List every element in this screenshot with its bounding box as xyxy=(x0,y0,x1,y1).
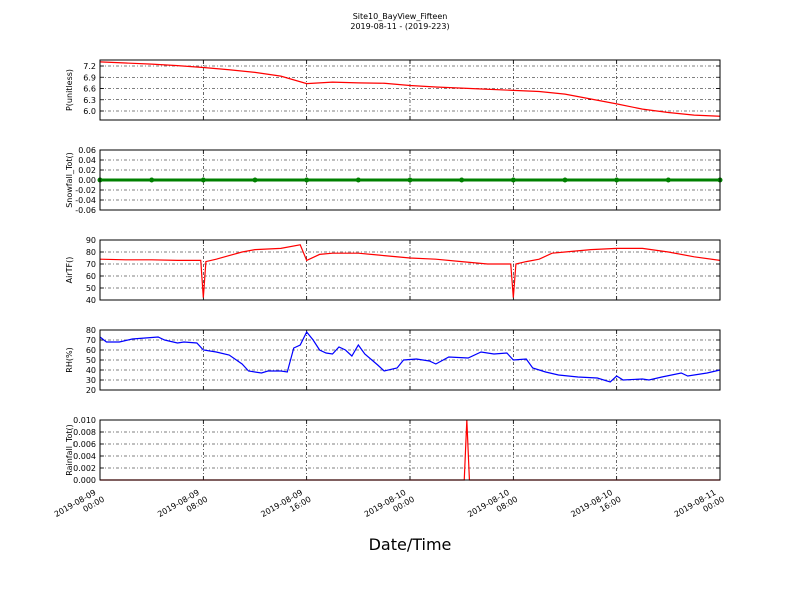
y-tick-label: 0.010 xyxy=(73,416,96,425)
data-line xyxy=(99,61,721,117)
y-tick-label: -0.04 xyxy=(75,196,96,205)
y-tick-label: 80 xyxy=(86,248,96,257)
y-tick-label: 60 xyxy=(86,272,96,281)
data-line xyxy=(99,330,721,383)
data-point xyxy=(200,177,206,183)
y-tick-label: 70 xyxy=(86,336,96,345)
y-tick-label: -0.06 xyxy=(75,206,96,215)
x-axis-label: Date/Time xyxy=(369,535,452,554)
y-tick-label: 6.6 xyxy=(83,85,96,94)
axes-frame xyxy=(99,59,721,121)
y-axis-label: RH(%) xyxy=(65,347,74,372)
data-point xyxy=(149,177,155,183)
y-tick-label: 50 xyxy=(86,356,96,365)
y-tick-label: 0.00 xyxy=(78,176,96,185)
y-axis-label: Rainfall_Tot() xyxy=(65,424,74,476)
y-tick-label: 70 xyxy=(86,260,96,269)
y-tick-label: 0.000 xyxy=(73,476,96,485)
data-point xyxy=(252,177,258,183)
y-tick-label: 0.008 xyxy=(73,428,96,437)
y-tick-label: 80 xyxy=(86,326,96,335)
y-tick-label: 60 xyxy=(86,346,96,355)
y-axis-label: P(unitless) xyxy=(65,69,74,111)
y-tick-label: 7.2 xyxy=(83,62,96,71)
y-tick-label: 50 xyxy=(86,284,96,293)
y-tick-label: 20 xyxy=(86,386,96,395)
y-tick-label: -0.02 xyxy=(75,186,96,195)
y-tick-label: 6.0 xyxy=(83,107,96,116)
data-point xyxy=(614,177,620,183)
title: Site10_BayView_Fifteen xyxy=(353,12,448,21)
axes-frame xyxy=(99,329,721,391)
data-line xyxy=(99,244,721,298)
y-tick-label: 0.06 xyxy=(78,146,96,155)
data-point xyxy=(562,177,568,183)
axes-frame xyxy=(99,419,721,481)
y-tick-label: 0.004 xyxy=(73,452,96,461)
y-axis-label: AirTF() xyxy=(65,257,74,284)
y-tick-label: 0.02 xyxy=(78,166,96,175)
y-tick-label: 90 xyxy=(86,236,96,245)
data-point xyxy=(459,177,465,183)
y-tick-label: 6.3 xyxy=(83,96,96,105)
data-point xyxy=(304,177,310,183)
y-tick-label: 0.002 xyxy=(73,464,96,473)
data-point xyxy=(355,177,361,183)
y-axis-label: Snowfall_Tot() xyxy=(65,152,74,208)
y-tick-label: 40 xyxy=(86,366,96,375)
axes-frame xyxy=(99,149,721,211)
y-tick-label: 30 xyxy=(86,376,96,385)
data-point xyxy=(665,177,671,183)
y-tick-label: 40 xyxy=(86,296,96,305)
axes-frame xyxy=(99,239,721,301)
y-tick-label: 0.04 xyxy=(78,156,96,165)
y-tick-label: 0.006 xyxy=(73,440,96,449)
subtitle: 2019-08-11 - (2019-223) xyxy=(350,22,449,31)
y-tick-label: 6.9 xyxy=(83,73,96,82)
data-point xyxy=(510,177,516,183)
data-point xyxy=(407,177,413,183)
